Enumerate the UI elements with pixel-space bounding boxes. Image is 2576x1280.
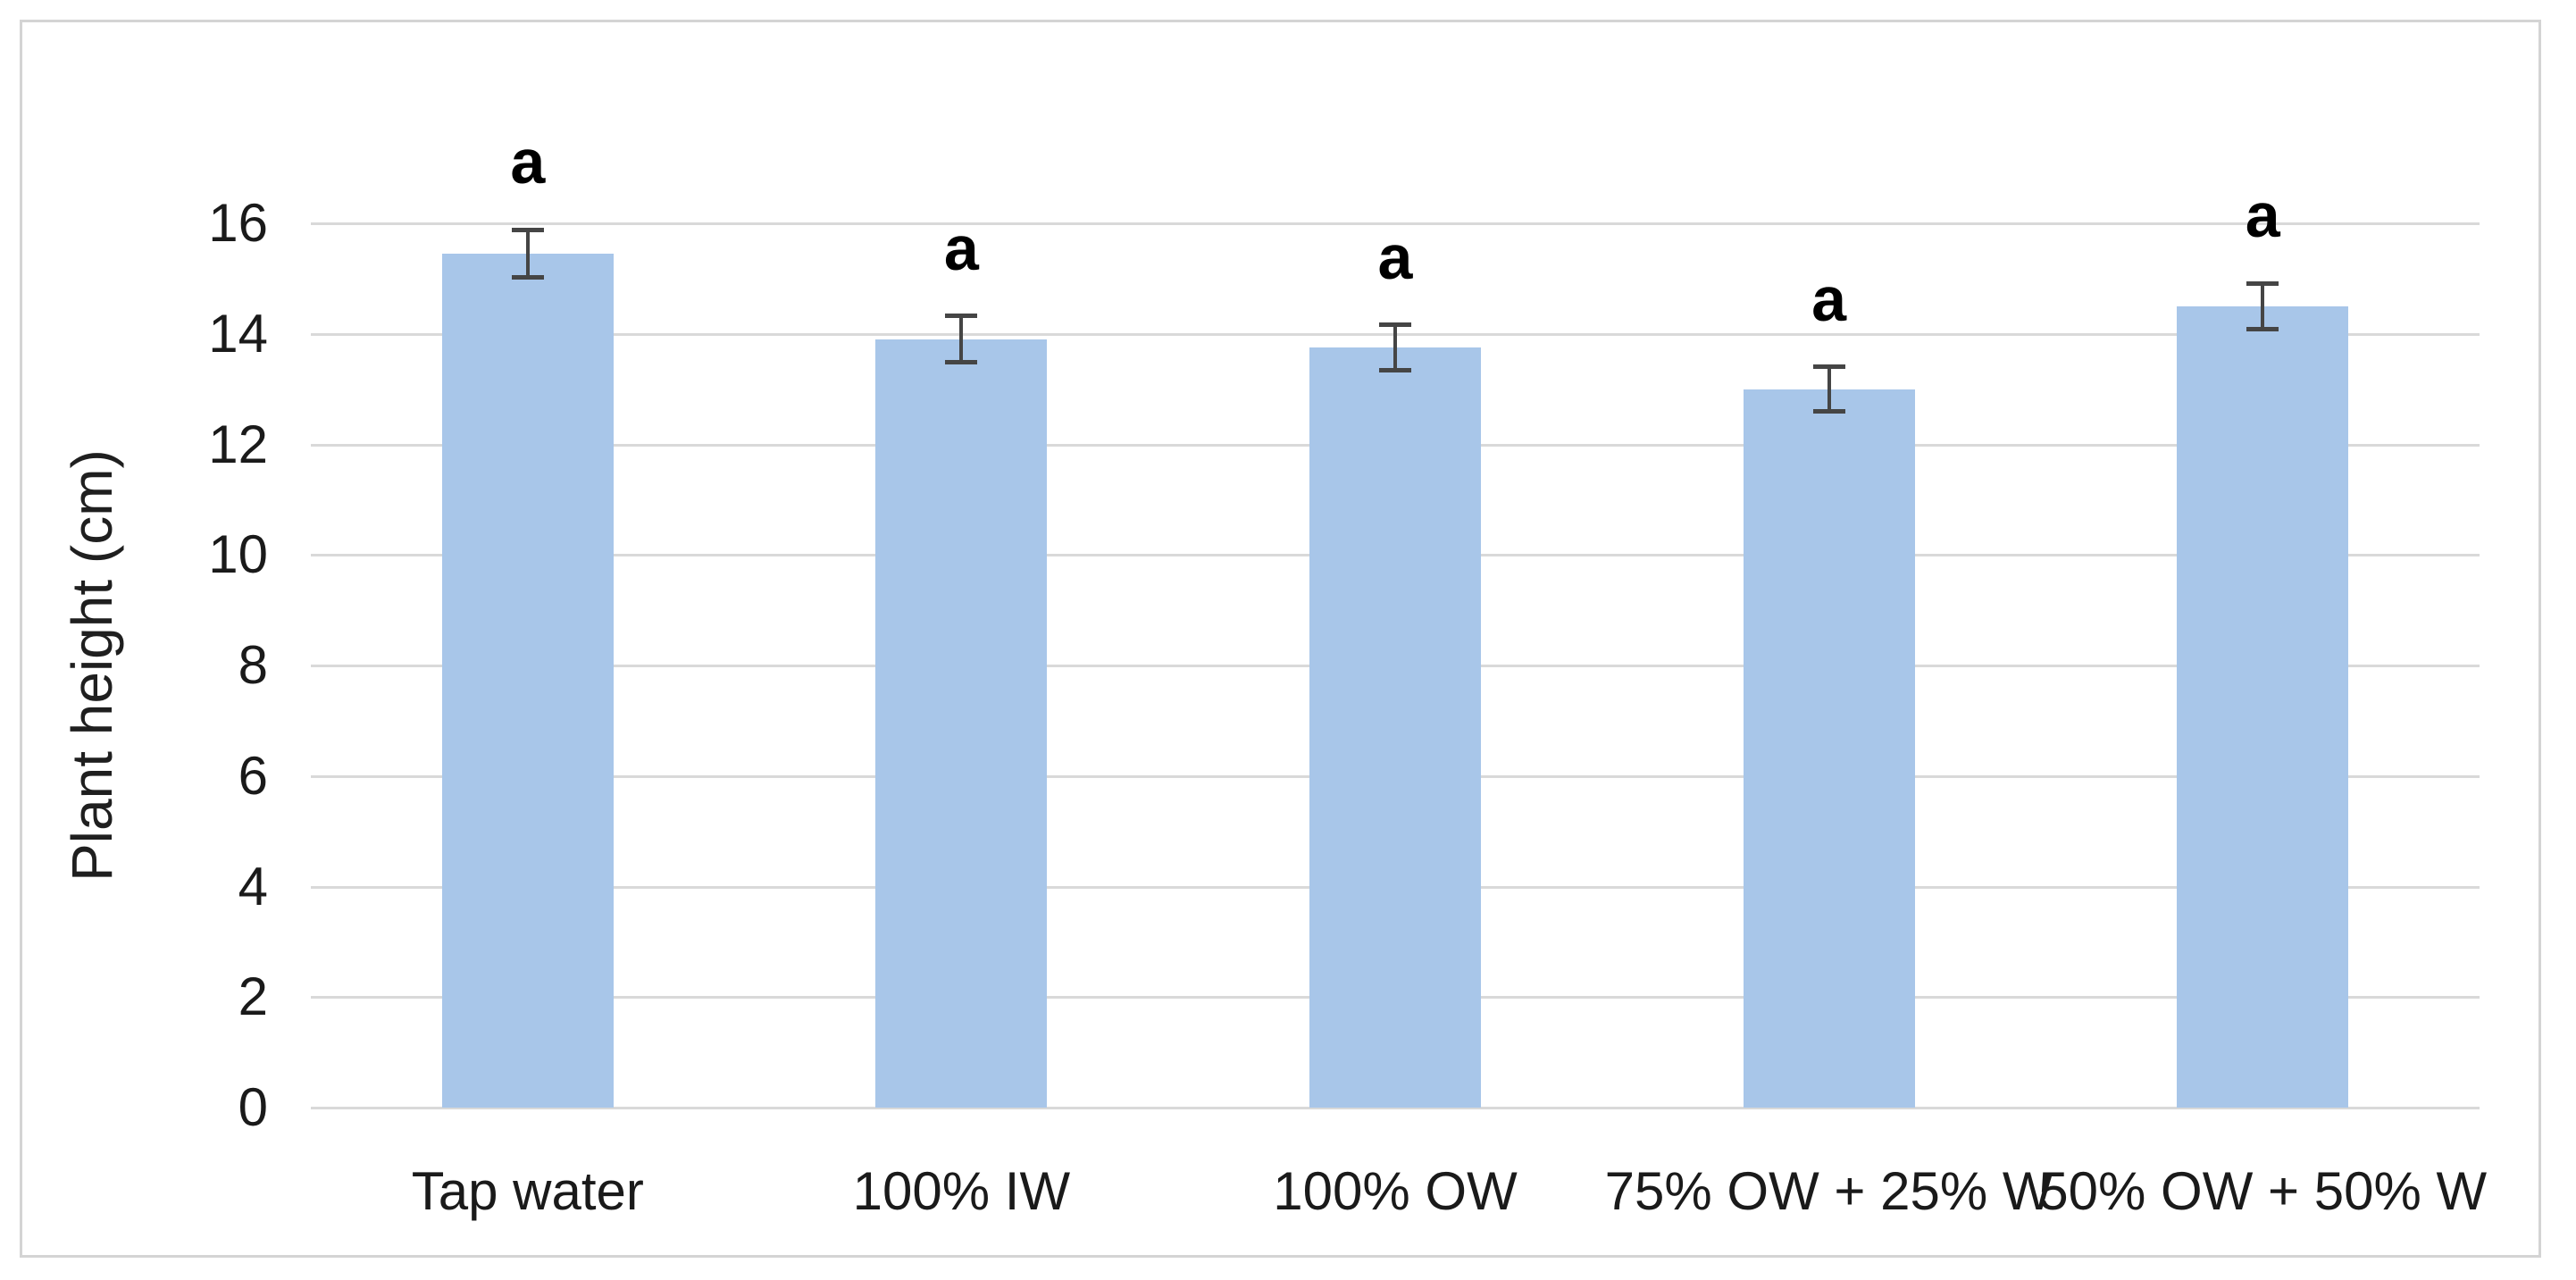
y-tick-label-6: 6 bbox=[238, 745, 268, 806]
y-tick-label-0: 0 bbox=[238, 1077, 268, 1137]
error-bar-line-5 bbox=[2261, 283, 2265, 330]
chart-frame-border bbox=[20, 20, 2541, 1258]
bar-4 bbox=[1743, 389, 1915, 1108]
error-bar-cap-bottom-2 bbox=[945, 360, 978, 365]
x-category-label-1: Tap water bbox=[411, 1161, 644, 1221]
error-bar-cap-top-5 bbox=[2246, 280, 2279, 286]
x-category-label-3: 100% OW bbox=[1273, 1161, 1518, 1221]
error-bar-cap-bottom-3 bbox=[1379, 368, 1411, 373]
significance-label-4: a bbox=[1811, 264, 1847, 334]
x-category-label-4: 75% OW + 25% W bbox=[1604, 1161, 2053, 1221]
x-category-label-5: 50% OW + 50% W bbox=[2038, 1161, 2488, 1221]
y-tick-label-8: 8 bbox=[238, 635, 268, 695]
bar-3 bbox=[1309, 347, 1481, 1108]
error-bar-cap-top-2 bbox=[945, 314, 978, 319]
error-bar-cap-top-4 bbox=[1812, 364, 1845, 370]
error-bar-cap-top-3 bbox=[1379, 322, 1411, 328]
bar-2 bbox=[875, 339, 1048, 1108]
y-tick-label-4: 4 bbox=[238, 856, 268, 916]
x-category-label-2: 100% IW bbox=[852, 1161, 1071, 1221]
significance-label-5: a bbox=[2245, 180, 2280, 251]
error-bar-line-1 bbox=[525, 230, 530, 278]
y-tick-label-12: 12 bbox=[208, 414, 268, 474]
error-bar-line-2 bbox=[959, 315, 964, 363]
error-bar-line-3 bbox=[1393, 324, 1397, 371]
significance-label-1: a bbox=[510, 127, 546, 197]
bar-1 bbox=[441, 254, 614, 1108]
error-bar-line-4 bbox=[1827, 366, 1831, 412]
error-bar-cap-top-1 bbox=[511, 227, 544, 232]
gridline-y-0 bbox=[311, 1107, 2480, 1109]
y-tick-label-16: 16 bbox=[208, 193, 268, 253]
error-bar-cap-bottom-5 bbox=[2246, 326, 2279, 331]
gridline-y-16 bbox=[311, 222, 2480, 225]
bar-5 bbox=[2177, 305, 2349, 1108]
error-bar-cap-bottom-1 bbox=[511, 275, 544, 280]
y-tick-label-10: 10 bbox=[208, 524, 268, 585]
significance-label-2: a bbox=[943, 213, 979, 283]
y-tick-label-2: 2 bbox=[238, 966, 268, 1027]
y-tick-label-14: 14 bbox=[208, 303, 268, 364]
error-bar-cap-bottom-4 bbox=[1812, 408, 1845, 414]
significance-label-3: a bbox=[1377, 222, 1413, 292]
